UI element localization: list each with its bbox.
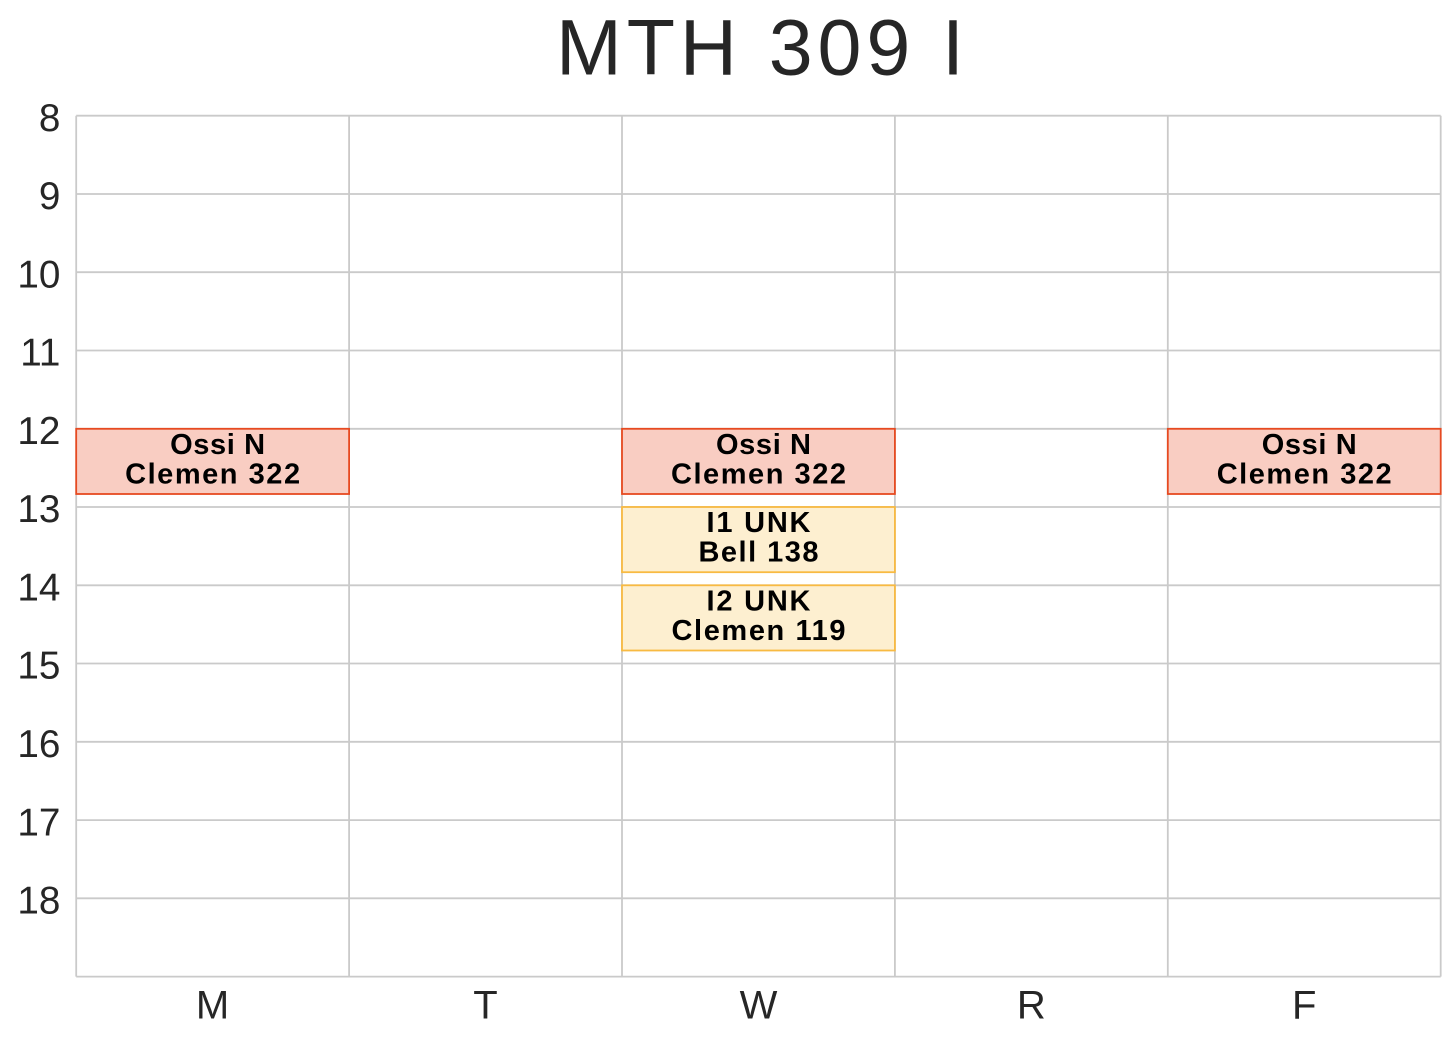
svg-text:Clemen 119: Clemen 119: [672, 615, 846, 647]
svg-text:14: 14: [17, 567, 60, 610]
svg-text:10: 10: [17, 253, 60, 296]
svg-text:T: T: [473, 984, 497, 1028]
svg-text:8: 8: [39, 97, 61, 140]
svg-text:Bell 138: Bell 138: [699, 537, 819, 569]
svg-text:Clemen 322: Clemen 322: [125, 459, 300, 491]
svg-text:R: R: [1017, 984, 1046, 1028]
svg-text:9: 9: [39, 175, 61, 218]
svg-text:W: W: [740, 984, 778, 1028]
svg-text:M: M: [196, 984, 229, 1028]
svg-text:Clemen 322: Clemen 322: [1217, 459, 1392, 491]
svg-text:I1 UNK: I1 UNK: [707, 507, 811, 539]
svg-text:17: 17: [17, 801, 60, 844]
svg-text:Ossi N: Ossi N: [1262, 429, 1357, 461]
svg-text:13: 13: [17, 488, 60, 531]
svg-text:16: 16: [17, 723, 60, 766]
svg-text:11: 11: [20, 332, 60, 375]
svg-text:MTH 309 I: MTH 309 I: [556, 2, 964, 91]
svg-text:Ossi N: Ossi N: [716, 429, 811, 461]
svg-text:18: 18: [17, 880, 60, 923]
svg-text:Ossi N: Ossi N: [170, 429, 265, 461]
svg-text:12: 12: [17, 410, 60, 453]
svg-text:15: 15: [17, 645, 60, 688]
svg-text:F: F: [1292, 984, 1316, 1028]
svg-text:I2 UNK: I2 UNK: [707, 585, 811, 617]
svg-text:Clemen 322: Clemen 322: [671, 459, 846, 491]
